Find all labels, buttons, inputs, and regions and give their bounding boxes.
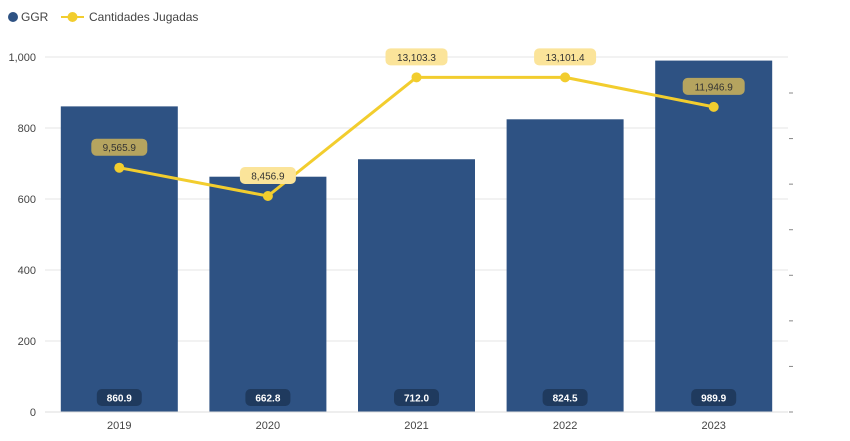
cantidades-point-2021 bbox=[411, 72, 422, 83]
bar-ggr-2023 bbox=[655, 60, 773, 412]
cantidades-point-2020 bbox=[262, 191, 273, 202]
legend-ggr-label: GGR bbox=[21, 10, 49, 24]
ggr-bar-labels: 860.9 662.8 712.0 824.5 989.9 bbox=[96, 389, 737, 406]
legend-cantidades-marker bbox=[67, 12, 78, 22]
y-left-tick-label: 0 bbox=[30, 407, 36, 419]
x-axis: 2019 2020 2021 2022 2023 bbox=[45, 411, 788, 432]
cantidades-line-labels: 9,565.9 8,456.9 13,103.3 13,101.4 11,946.9 bbox=[91, 48, 745, 185]
legend-ggr-marker bbox=[8, 12, 18, 22]
bar-ggr-2019 bbox=[60, 106, 178, 413]
bar-ggr-2021 bbox=[358, 159, 475, 412]
cantidades-line bbox=[114, 72, 719, 202]
y-axis-left: 0 200 400 600 800 1,000 bbox=[8, 52, 36, 419]
bar-label-bg bbox=[245, 389, 291, 406]
line-value-label: 11,946.9 bbox=[695, 82, 734, 93]
bar-label-bg bbox=[394, 389, 439, 406]
y-left-tick-label: 200 bbox=[18, 336, 36, 348]
cantidades-point-2023 bbox=[708, 101, 719, 112]
line-value-label: 8,456.9 bbox=[251, 172, 285, 183]
line-value-label: 13,103.3 bbox=[397, 53, 436, 64]
bar-label-bg bbox=[691, 389, 737, 406]
cantidades-point-2019 bbox=[114, 162, 125, 173]
line-label-bg bbox=[385, 48, 448, 66]
line-label-bg bbox=[682, 77, 745, 95]
x-tick-label: 2021 bbox=[404, 420, 428, 432]
bar-value-label: 824.5 bbox=[553, 394, 578, 405]
y-left-tick-label: 800 bbox=[18, 123, 36, 135]
cantidades-point-2022 bbox=[560, 72, 571, 83]
line-label-bg bbox=[91, 138, 148, 156]
legend-cantidades-label: Cantidades Jugadas bbox=[89, 10, 198, 24]
bar-value-label: 860.9 bbox=[107, 394, 132, 405]
y-left-tick-label: 400 bbox=[18, 265, 36, 277]
line-value-label: 9,565.9 bbox=[103, 143, 137, 154]
x-tick-label: 2019 bbox=[107, 420, 131, 432]
bar-label-bg bbox=[542, 389, 588, 406]
bar-label-bg bbox=[96, 389, 142, 406]
x-tick-label: 2022 bbox=[553, 420, 577, 432]
line-label-bg bbox=[534, 48, 597, 66]
bar-value-label: 712.0 bbox=[404, 394, 429, 405]
x-tick-label: 2020 bbox=[256, 420, 280, 432]
y-left-tick-label: 1,000 bbox=[8, 52, 36, 64]
y-left-tick-label: 600 bbox=[18, 194, 36, 206]
legend: GGR Cantidades Jugadas bbox=[8, 10, 198, 24]
bar-value-label: 989.9 bbox=[701, 394, 726, 405]
y-axis-right bbox=[789, 92, 793, 413]
line-value-label: 13,101.4 bbox=[546, 53, 585, 64]
x-tick-label: 2023 bbox=[701, 420, 725, 432]
bar-value-label: 662.8 bbox=[255, 394, 280, 405]
bar-ggr-2020 bbox=[209, 176, 327, 412]
ggr-bars bbox=[60, 60, 773, 413]
bar-ggr-2022 bbox=[506, 119, 624, 413]
line-label-bg bbox=[239, 167, 296, 185]
